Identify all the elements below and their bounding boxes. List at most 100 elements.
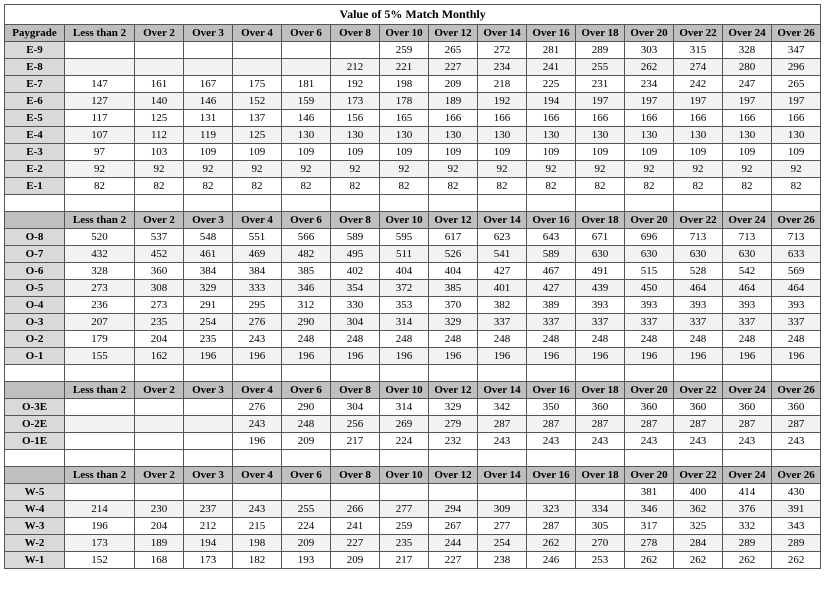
paygrade-cell: W-5 [5,484,65,501]
blank-cell [576,365,625,382]
col-header: Over 26 [772,25,821,42]
value-cell: 243 [233,331,282,348]
blank-cell [282,365,331,382]
value-cell: 337 [674,314,723,331]
value-cell: 360 [772,399,821,416]
value-cell: 166 [625,110,674,127]
col-header: Over 2 [135,212,184,229]
value-cell: 495 [331,246,380,263]
col-header: Over 20 [625,467,674,484]
value-cell: 467 [527,263,576,280]
value-cell: 82 [331,178,380,195]
value-cell: 92 [429,161,478,178]
blank-cell [576,450,625,467]
value-cell: 526 [429,246,478,263]
value-cell: 109 [331,144,380,161]
value-cell: 287 [625,416,674,433]
value-cell: 262 [674,552,723,569]
value-cell: 289 [723,535,772,552]
col-header: Over 20 [625,25,674,42]
value-cell: 137 [233,110,282,127]
value-cell: 296 [772,59,821,76]
col-header: Over 22 [674,212,723,229]
paygrade-cell: O-8 [5,229,65,246]
paygrade-cell: O-2E [5,416,65,433]
value-cell: 235 [380,535,429,552]
value-cell: 469 [233,246,282,263]
table-row: O-11551621961961961961961961961961961961… [5,348,821,365]
value-cell: 389 [527,297,576,314]
value-cell: 82 [65,178,135,195]
value-cell: 287 [478,416,527,433]
value-cell: 152 [65,552,135,569]
value-cell: 337 [478,314,527,331]
value-cell: 92 [478,161,527,178]
col-header: Over 3 [184,467,233,484]
blank-cell [5,450,65,467]
blank-cell [478,195,527,212]
value-cell: 209 [429,76,478,93]
value-cell: 198 [233,535,282,552]
value-cell: 287 [527,416,576,433]
blank-cell [233,365,282,382]
value-cell: 360 [625,399,674,416]
value-cell: 259 [380,518,429,535]
value-cell: 262 [527,535,576,552]
table-row: E-9259265272281289303315328347 [5,42,821,59]
value-cell [233,59,282,76]
value-cell: 189 [135,535,184,552]
col-header: Over 8 [331,467,380,484]
col-header: Over 14 [478,382,527,399]
value-cell: 109 [233,144,282,161]
value-cell [184,42,233,59]
value-cell: 272 [478,42,527,59]
value-cell: 196 [233,348,282,365]
value-cell: 342 [478,399,527,416]
blank-cell [674,450,723,467]
table-row: O-85205375485515665895956176236436716967… [5,229,821,246]
value-cell: 265 [429,42,478,59]
value-cell: 156 [331,110,380,127]
col-header [5,212,65,229]
table-row: E-1828282828282828282828282828282 [5,178,821,195]
table-row: W-11521681731821932092172272382462532622… [5,552,821,569]
col-header: Less than 2 [65,212,135,229]
col-header: Over 26 [772,212,821,229]
value-cell: 404 [380,263,429,280]
value-cell: 109 [576,144,625,161]
col-header: Over 6 [282,25,331,42]
value-cell: 482 [282,246,331,263]
value-cell: 130 [429,127,478,144]
col-header: Over 22 [674,25,723,42]
col-header: Over 16 [527,382,576,399]
value-cell: 92 [65,161,135,178]
value-cell: 243 [233,416,282,433]
value-cell: 196 [65,518,135,535]
value-cell: 103 [135,144,184,161]
value-cell: 353 [380,297,429,314]
value-cell: 82 [184,178,233,195]
col-header: Over 24 [723,382,772,399]
value-cell: 166 [674,110,723,127]
value-cell: 402 [331,263,380,280]
value-cell: 204 [135,331,184,348]
value-cell: 630 [674,246,723,263]
value-cell: 414 [723,484,772,501]
value-cell: 146 [282,110,331,127]
paygrade-cell: O-1E [5,433,65,450]
value-cell: 393 [723,297,772,314]
value-cell: 236 [65,297,135,314]
value-cell: 196 [625,348,674,365]
value-cell: 192 [331,76,380,93]
value-cell: 243 [674,433,723,450]
value-cell: 109 [380,144,429,161]
value-cell: 337 [527,314,576,331]
table-row: W-5381400414430 [5,484,821,501]
value-cell: 155 [65,348,135,365]
value-cell [331,484,380,501]
paygrade-cell: O-5 [5,280,65,297]
col-header: Over 4 [233,25,282,42]
value-cell: 541 [478,246,527,263]
value-cell: 92 [233,161,282,178]
value-cell: 253 [576,552,625,569]
